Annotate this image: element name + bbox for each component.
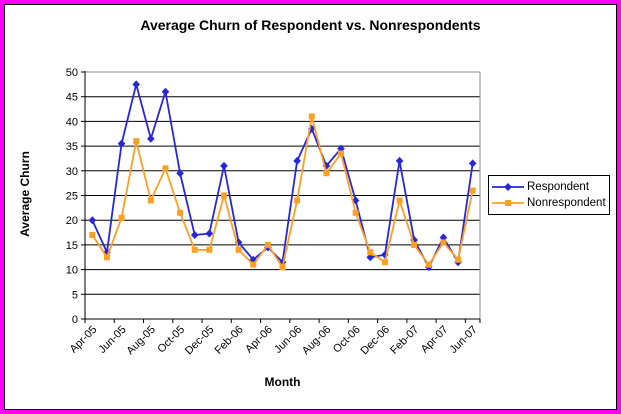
series-respondent bbox=[88, 80, 477, 272]
legend: Respondent Nonrespondent bbox=[488, 175, 610, 215]
svg-text:45: 45 bbox=[66, 92, 78, 104]
svg-text:Dec-06: Dec-06 bbox=[358, 324, 392, 358]
svg-text:Feb-06: Feb-06 bbox=[213, 324, 246, 357]
respondent-swatch-icon bbox=[492, 183, 524, 191]
svg-text:Aug-05: Aug-05 bbox=[124, 324, 158, 358]
svg-text:30: 30 bbox=[66, 166, 78, 178]
legend-label-nonrespondent: Nonrespondent bbox=[527, 197, 606, 209]
legend-item-nonrespondent: Nonrespondent bbox=[491, 195, 606, 211]
svg-text:15: 15 bbox=[66, 240, 78, 252]
svg-text:Apr-05: Apr-05 bbox=[68, 324, 100, 356]
legend-label-respondent: Respondent bbox=[527, 181, 590, 193]
series-nonrespondent bbox=[89, 113, 476, 271]
svg-text:40: 40 bbox=[66, 116, 78, 128]
svg-text:35: 35 bbox=[66, 141, 78, 153]
nonrespondent-swatch-icon bbox=[492, 200, 524, 206]
svg-text:5: 5 bbox=[72, 289, 78, 301]
svg-text:Apr-07: Apr-07 bbox=[419, 324, 451, 356]
svg-text:Apr-06: Apr-06 bbox=[243, 324, 275, 356]
svg-text:Dec-05: Dec-05 bbox=[183, 324, 217, 358]
svg-text:Oct-06: Oct-06 bbox=[331, 324, 363, 356]
svg-text:0: 0 bbox=[72, 314, 78, 326]
svg-text:10: 10 bbox=[66, 265, 78, 277]
svg-text:Oct-05: Oct-05 bbox=[155, 324, 187, 356]
plot-area: 05101520253035404550Apr-05Jun-05Aug-05Oc… bbox=[66, 67, 481, 358]
chart-area: Average Churn of Respondent vs. Nonrespo… bbox=[4, 4, 617, 410]
svg-text:25: 25 bbox=[66, 191, 78, 203]
chart-title: Average Churn of Respondent vs. Nonrespo… bbox=[140, 17, 481, 33]
svg-text:Jun-07: Jun-07 bbox=[448, 324, 480, 356]
svg-text:Aug-06: Aug-06 bbox=[300, 324, 334, 358]
x-axis-title: Month bbox=[264, 375, 301, 389]
svg-text:Jun-05: Jun-05 bbox=[96, 324, 128, 356]
svg-text:Jun-06: Jun-06 bbox=[272, 324, 304, 356]
svg-text:20: 20 bbox=[66, 215, 78, 227]
svg-text:Feb-07: Feb-07 bbox=[388, 324, 421, 357]
legend-item-respondent: Respondent bbox=[491, 179, 605, 195]
svg-text:50: 50 bbox=[66, 67, 78, 79]
